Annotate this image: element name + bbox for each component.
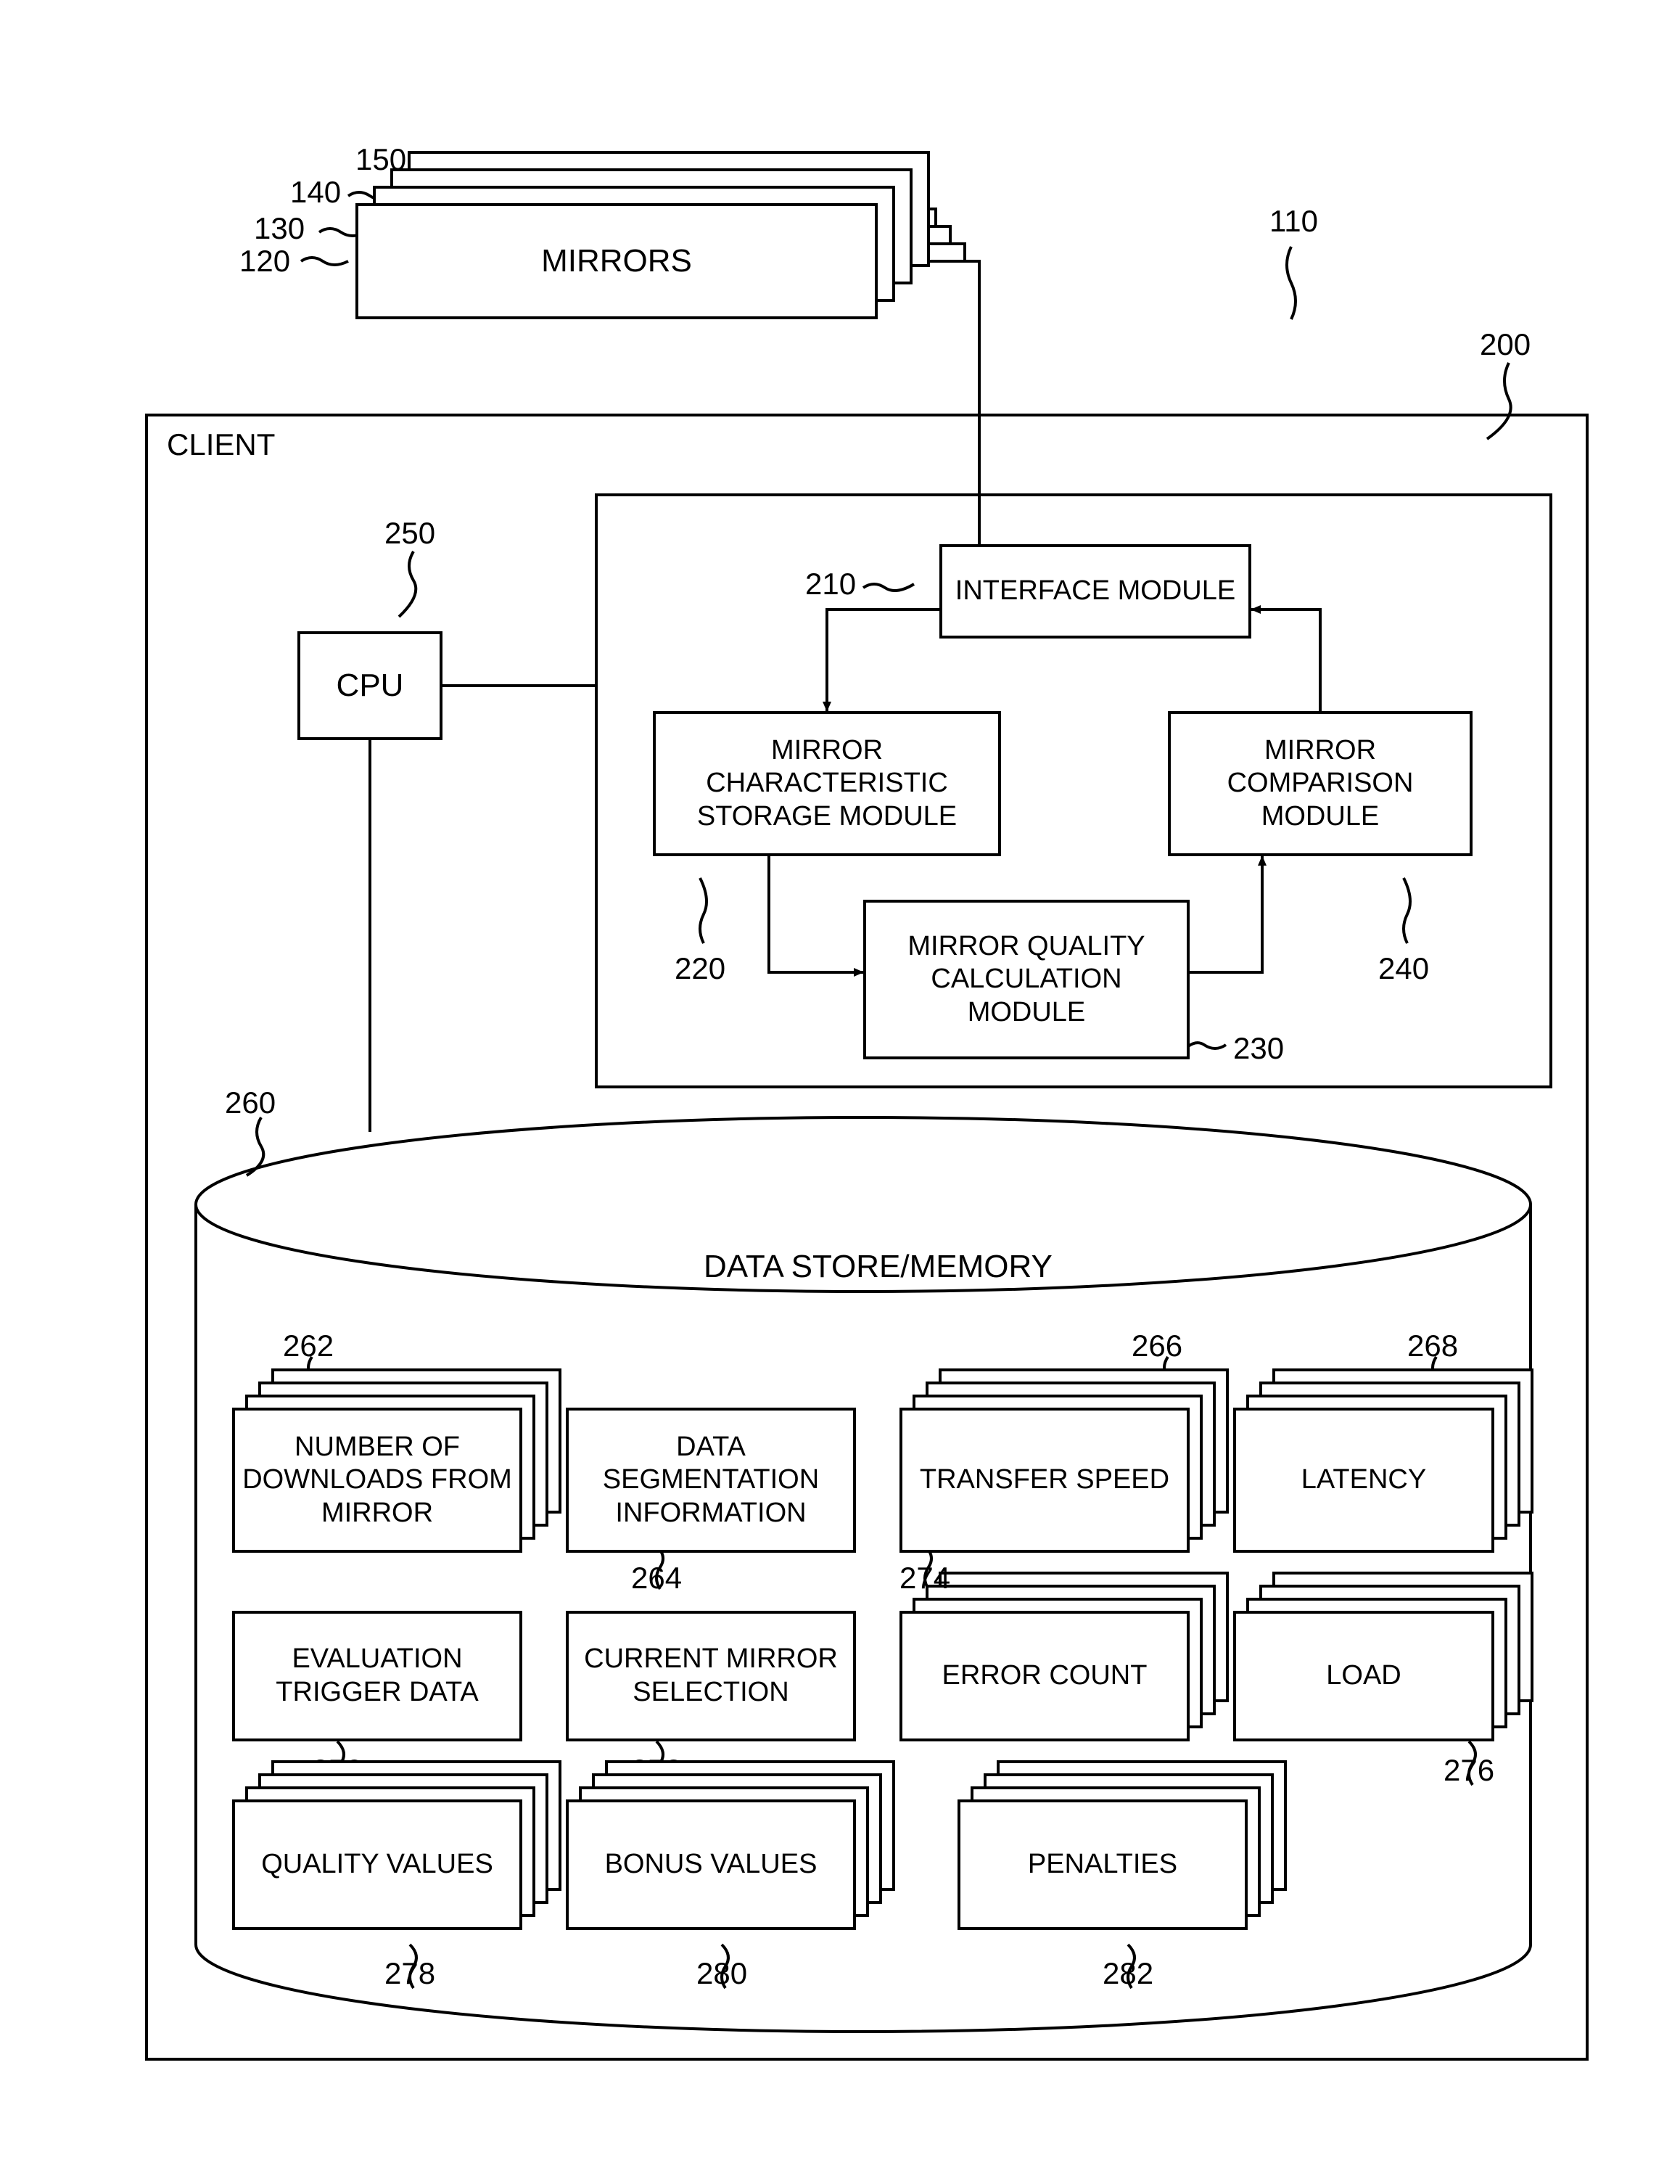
- ref-268: 268: [1407, 1328, 1458, 1364]
- data-store-title: DATA STORE/MEMORY: [704, 1248, 1053, 1286]
- ref-266: 266: [1132, 1328, 1182, 1364]
- diagram-canvas: MIRRORS 120 130 140 150 110 200 CLIENT C…: [29, 29, 1680, 2155]
- eval-trigger-box: EVALUATION TRIGGER DATA: [232, 1611, 522, 1741]
- ref-264: 264: [631, 1560, 682, 1596]
- penalties-box: PENALTIES: [958, 1799, 1248, 1930]
- ref-130: 130: [254, 210, 305, 247]
- bonus-values-box: BONUS VALUES: [566, 1799, 856, 1930]
- quality-values-box: QUALITY VALUES: [232, 1799, 522, 1930]
- transfer-speed-box: TRANSFER SPEED: [899, 1408, 1190, 1553]
- load-box: LOAD: [1233, 1611, 1494, 1741]
- num-downloads-box: NUMBER OF DOWNLOADS FROM MIRROR: [232, 1408, 522, 1553]
- ref-110: 110: [1269, 203, 1318, 239]
- client-label: CLIENT: [167, 427, 275, 463]
- quality-calc-box: MIRROR QUALITY CALCULATION MODULE: [863, 900, 1190, 1059]
- data-seg-box: DATA SEGMENTATION INFORMATION: [566, 1408, 856, 1553]
- ref-230: 230: [1233, 1030, 1284, 1067]
- ref-280: 280: [696, 1955, 747, 1992]
- ref-220: 220: [675, 951, 725, 987]
- ref-250: 250: [384, 515, 435, 551]
- ref-262: 262: [283, 1328, 334, 1364]
- char-storage-box: MIRROR CHARACTERISTIC STORAGE MODULE: [653, 711, 1001, 856]
- ref-240: 240: [1378, 951, 1429, 987]
- cpu-box: CPU: [297, 631, 442, 740]
- mirrors-box: MIRRORS: [355, 203, 878, 319]
- ref-120: 120: [239, 243, 290, 279]
- error-count-box: ERROR COUNT: [899, 1611, 1190, 1741]
- ref-260: 260: [225, 1085, 276, 1121]
- comparison-box: MIRROR COMPARISON MODULE: [1168, 711, 1473, 856]
- latency-box: LATENCY: [1233, 1408, 1494, 1553]
- ref-200: 200: [1480, 327, 1531, 363]
- current-mirror-box: CURRENT MIRROR SELECTION: [566, 1611, 856, 1741]
- ref-278: 278: [384, 1955, 435, 1992]
- ref-276: 276: [1444, 1752, 1494, 1789]
- ref-150: 150: [355, 141, 406, 178]
- ref-210: 210: [805, 566, 856, 602]
- interface-module-box: INTERFACE MODULE: [939, 544, 1251, 639]
- ref-274: 274: [899, 1560, 950, 1596]
- ref-282: 282: [1103, 1955, 1153, 1992]
- ref-140: 140: [290, 174, 341, 210]
